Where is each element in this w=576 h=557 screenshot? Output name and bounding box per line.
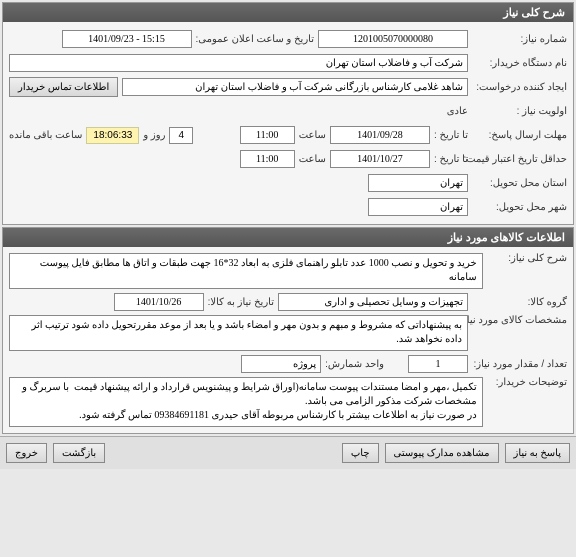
announce-field: 1401/09/23 - 15:15 <box>62 30 192 48</box>
panel1-header: شرح کلی نیاز <box>3 3 573 22</box>
price-valid-time-field: 11:00 <box>240 150 295 168</box>
time-remaining-badge: 18:06:33 <box>86 127 139 144</box>
days-text: روز و <box>143 130 165 141</box>
buyer-org-field: شرکت آب و فاضلاب استان تهران <box>9 54 468 72</box>
spec-label: مشخصات کالای مورد نیاز: <box>472 315 567 326</box>
desc-field <box>9 253 483 289</box>
panel2-body: شرح کلی نیاز: گروه کالا: تجهیزات و وسایل… <box>3 247 573 433</box>
creator-field: شاهد غلامی کارشناس بازرگانی شرکت آب و فا… <box>122 78 468 96</box>
spec-field <box>9 315 468 351</box>
need-no-label: شماره نیاز: <box>472 34 567 45</box>
buyer-notes-field <box>9 377 483 427</box>
deadline-date-field: 1401/09/28 <box>330 126 430 144</box>
delivery-state-field: تهران <box>368 174 468 192</box>
need-date-field: 1401/10/26 <box>114 293 204 311</box>
time-label-2: ساعت <box>299 154 326 165</box>
until-label-2: تا تاریخ : <box>434 154 468 165</box>
announce-label: تاریخ و ساعت اعلان عمومی: <box>196 34 315 45</box>
delivery-city-field: تهران <box>368 198 468 216</box>
contact-buyer-button[interactable]: اطلاعات تماس خریدار <box>9 77 118 97</box>
qty-field: 1 <box>408 355 468 373</box>
print-button[interactable]: چاپ <box>342 443 379 463</box>
price-valid-date-field: 1401/10/27 <box>330 150 430 168</box>
deadline-time-field: 11:00 <box>240 126 295 144</box>
delivery-city-label: شهر محل تحویل: <box>472 202 567 213</box>
need-no-field: 1201005070000080 <box>318 30 468 48</box>
price-valid-label: حداقل تاریخ اعتبار قیمت: <box>472 154 567 165</box>
buyer-org-label: نام دستگاه خریدار: <box>472 58 567 69</box>
delivery-state-label: استان محل تحویل: <box>472 178 567 189</box>
goods-info-panel: اطلاعات کالاهای مورد نیاز شرح کلی نیاز: … <box>2 227 574 434</box>
time-label-1: ساعت <box>299 130 326 141</box>
deadline-send-label: مهلت ارسال پاسخ: <box>472 130 567 141</box>
exit-button[interactable]: خروج <box>6 443 47 463</box>
creator-label: ایجاد کننده درخواست: <box>472 82 567 93</box>
group-label: گروه کالا: <box>472 297 567 308</box>
priority-value: عادی <box>447 106 468 117</box>
priority-label: اولویت نیاز : <box>472 106 567 117</box>
reply-button[interactable]: پاسخ به نیاز <box>505 443 571 463</box>
need-date-label: تاریخ نیاز به کالا: <box>208 297 274 308</box>
group-field: تجهیزات و وسایل تحصیلی و اداری <box>278 293 468 311</box>
qty-label: تعداد / مقدار مورد نیاز: <box>472 359 567 370</box>
view-attachments-button[interactable]: مشاهده مدارک پیوستی <box>385 443 499 463</box>
desc-label: شرح کلی نیاز: <box>487 253 567 264</box>
back-button[interactable]: بازگشت <box>53 443 105 463</box>
until-label-1: تا تاریخ : <box>434 130 468 141</box>
unit-label: واحد شمارش: <box>325 359 384 370</box>
panel2-header: اطلاعات کالاهای مورد نیاز <box>3 228 573 247</box>
panel1-body: شماره نیاز: 1201005070000080 تاریخ و ساع… <box>3 22 573 224</box>
buyer-notes-label: توضیحات خریدار: <box>487 377 567 388</box>
general-info-panel: شرح کلی نیاز شماره نیاز: 120100507000008… <box>2 2 574 225</box>
footer-toolbar: پاسخ به نیاز مشاهده مدارک پیوستی چاپ باز… <box>0 436 576 469</box>
days-remaining-box: 4 <box>169 127 193 144</box>
unit-field: پروژه <box>241 355 321 373</box>
remaining-text: ساعت باقی مانده <box>9 130 82 141</box>
